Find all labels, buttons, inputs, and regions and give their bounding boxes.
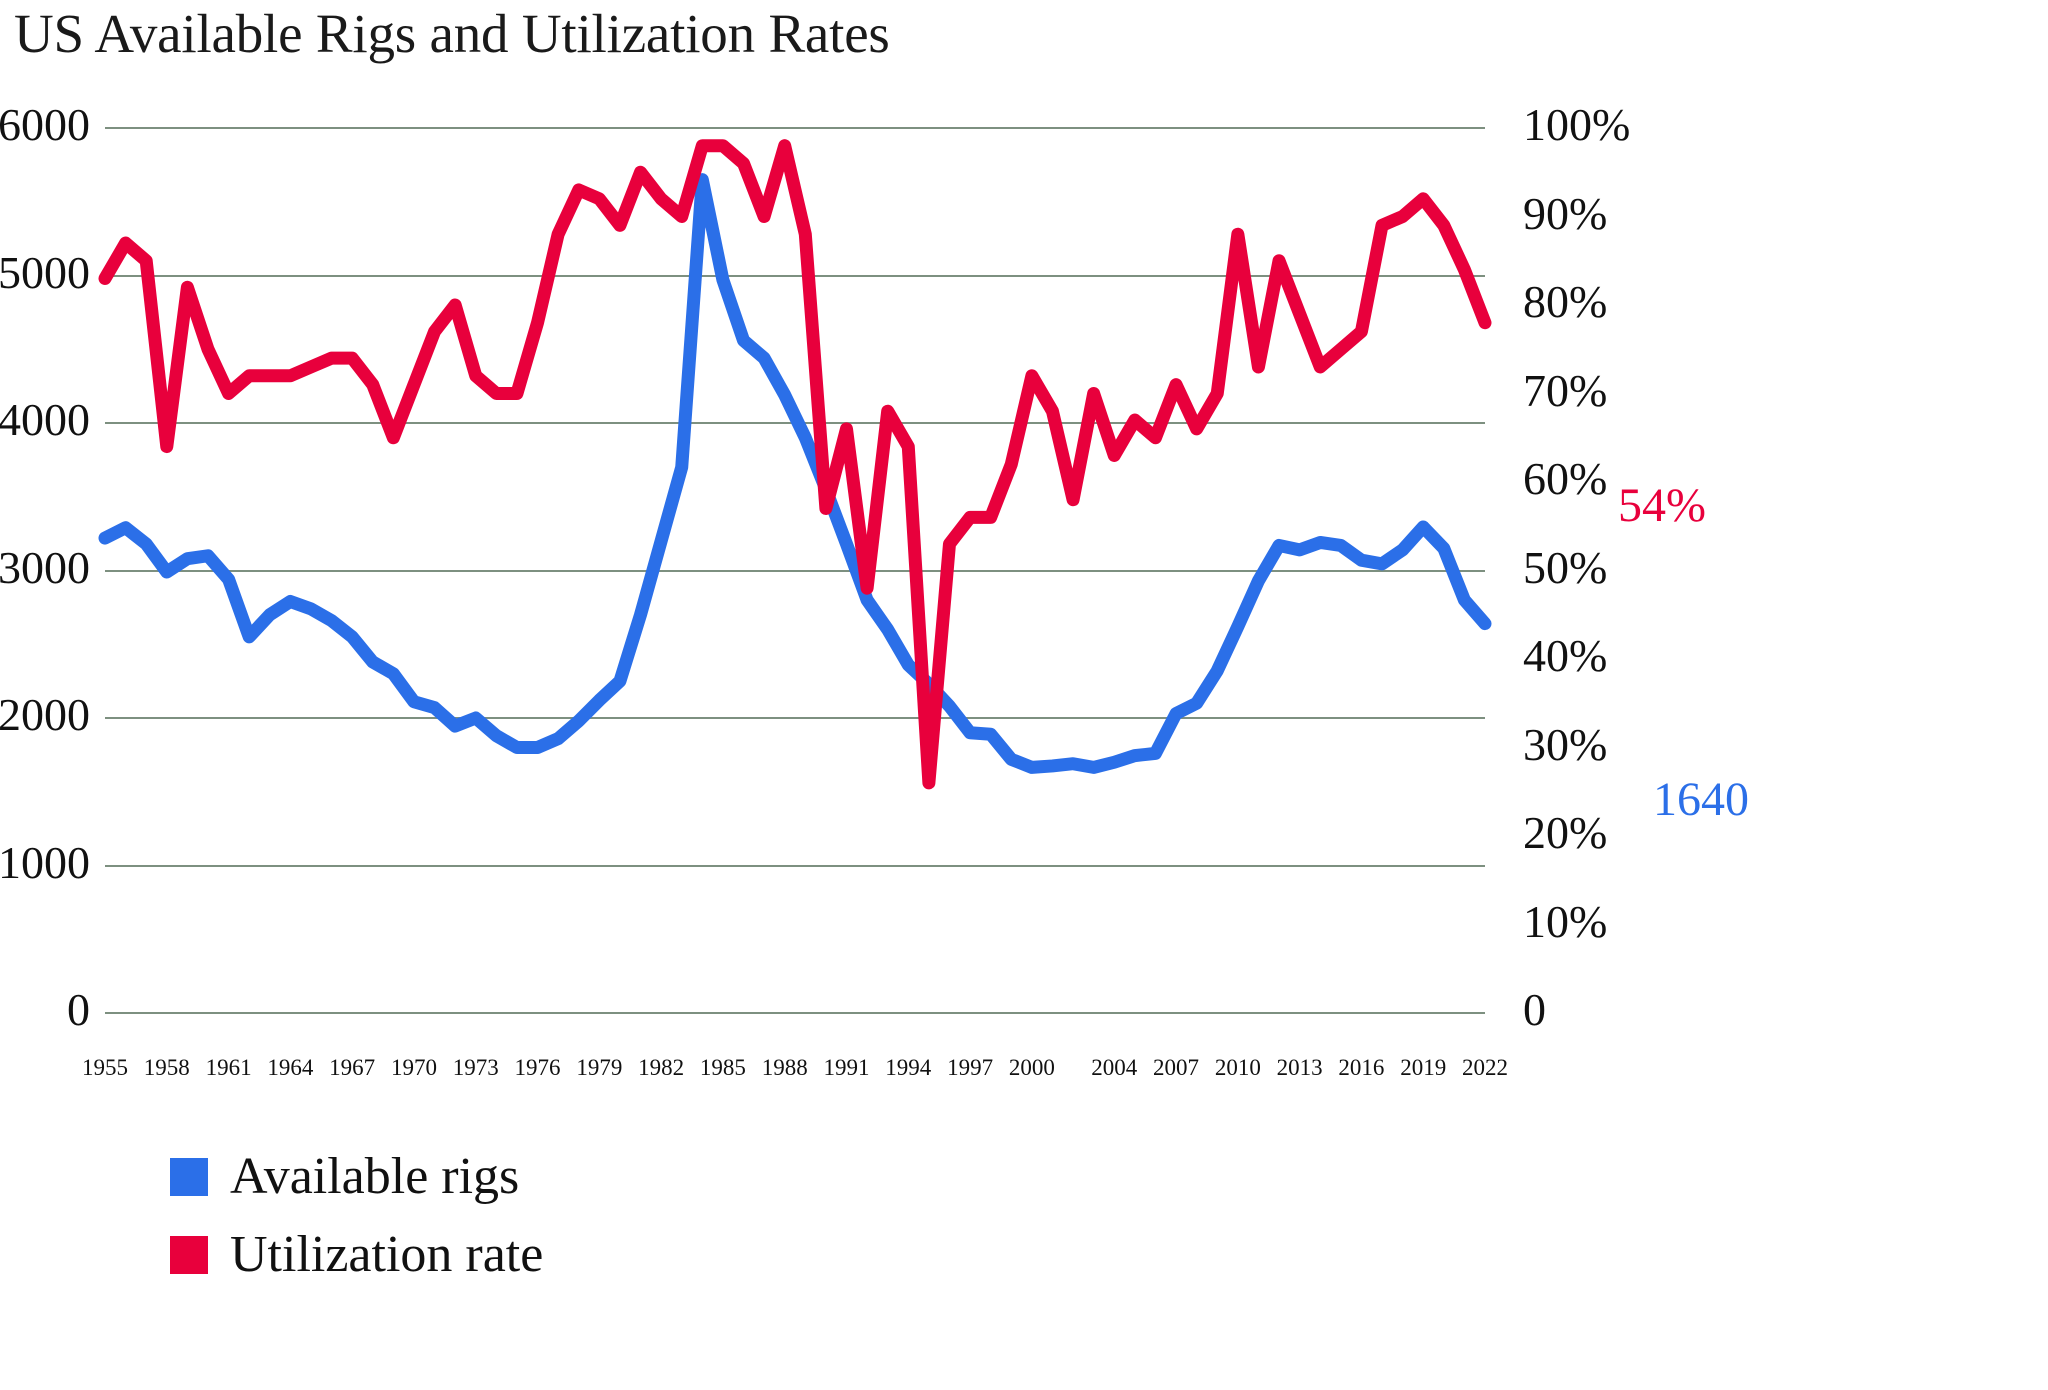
y-axis-left-tick: 3000 xyxy=(0,541,90,593)
y-axis-right-tick: 20% xyxy=(1523,807,1608,858)
x-axis-tick: 2016 xyxy=(1338,1055,1385,1080)
x-axis-tick: 1994 xyxy=(885,1055,932,1080)
y-axis-right-tick: 90% xyxy=(1523,187,1608,239)
series-line-available-rigs xyxy=(98,173,1492,774)
y-axis-right-tick: 60% xyxy=(1523,453,1608,504)
gridline xyxy=(105,1012,1485,1014)
x-axis-tick: 2004 xyxy=(1091,1055,1138,1080)
series-lines xyxy=(98,139,1492,790)
x-axis-tick: 1958 xyxy=(143,1055,190,1080)
y-axis-right-tick: 10% xyxy=(1523,895,1608,947)
x-axis-tick: 1997 xyxy=(947,1055,994,1080)
y-axis-right-tick: 30% xyxy=(1523,718,1608,770)
x-axis-tick: 2000 xyxy=(1008,1055,1055,1080)
legend: Available rigs Utilization rate xyxy=(170,1148,543,1304)
gridline xyxy=(105,127,1485,129)
gridline xyxy=(105,274,1485,277)
x-axis-tick: 1961 xyxy=(205,1055,252,1080)
x-axis-tick: 1964 xyxy=(267,1055,314,1080)
legend-swatch-available-rigs xyxy=(170,1158,208,1196)
x-axis-tick: 1985 xyxy=(699,1055,746,1080)
gridline xyxy=(105,864,1485,867)
x-axis-tick: 2007 xyxy=(1153,1055,1200,1080)
annotation-rigs-end: 1640 xyxy=(1653,773,1749,826)
legend-label-utilization-rate: Utilization rate xyxy=(230,1226,544,1283)
y-axis-right-tick: 80% xyxy=(1523,276,1608,327)
annotation-utilization-end: 54% xyxy=(1618,479,1706,532)
x-axis-tick: 2013 xyxy=(1276,1055,1323,1080)
x-axis-tick: 1991 xyxy=(823,1055,870,1080)
x-axis-tick: 1976 xyxy=(514,1055,561,1080)
y-axis-left-tick: 6000 xyxy=(0,99,90,150)
y-axis-left-tick: 5000 xyxy=(0,246,90,298)
gridline xyxy=(105,717,1485,719)
x-axis-tick: 1988 xyxy=(761,1055,808,1080)
y-axis-right-tick: 70% xyxy=(1523,364,1608,416)
y-axis-right-tick: 100% xyxy=(1523,99,1631,150)
x-axis-tick: 1982 xyxy=(638,1055,685,1080)
x-axis-tick: 2019 xyxy=(1400,1055,1447,1080)
x-axis-tick: 1967 xyxy=(329,1055,376,1080)
y-axis-left-tick: 4000 xyxy=(0,394,90,445)
legend-label-available-rigs: Available rigs xyxy=(230,1148,520,1205)
y-axis-right-tick: 0 xyxy=(1523,984,1546,1035)
series-line-utilization-rate xyxy=(98,139,1492,790)
x-axis-tick: 1955 xyxy=(82,1055,128,1080)
x-axis-tick: 1979 xyxy=(576,1055,623,1080)
page-title: US Available Rigs and Utilization Rates xyxy=(14,3,890,64)
y-axis-right-tick: 50% xyxy=(1523,541,1608,593)
plot-area xyxy=(98,128,1492,1013)
y-axis-left-tick: 2000 xyxy=(0,689,90,740)
legend-item-available-rigs[interactable]: Available rigs xyxy=(170,1148,543,1206)
y-axis-right-tick: 40% xyxy=(1523,630,1608,681)
x-axis-tick: 1970 xyxy=(390,1055,437,1080)
x-axis-tick: 2010 xyxy=(1214,1055,1261,1080)
y-axis-left-tick: 1000 xyxy=(0,836,90,888)
x-axis-tick: 2022 xyxy=(1462,1055,1508,1080)
x-axis-tick: 1973 xyxy=(452,1055,499,1080)
y-axis-left-tick: 0 xyxy=(67,984,90,1035)
legend-item-utilization-rate[interactable]: Utilization rate xyxy=(170,1226,543,1284)
gridline xyxy=(105,569,1485,572)
legend-swatch-utilization-rate xyxy=(170,1236,208,1274)
